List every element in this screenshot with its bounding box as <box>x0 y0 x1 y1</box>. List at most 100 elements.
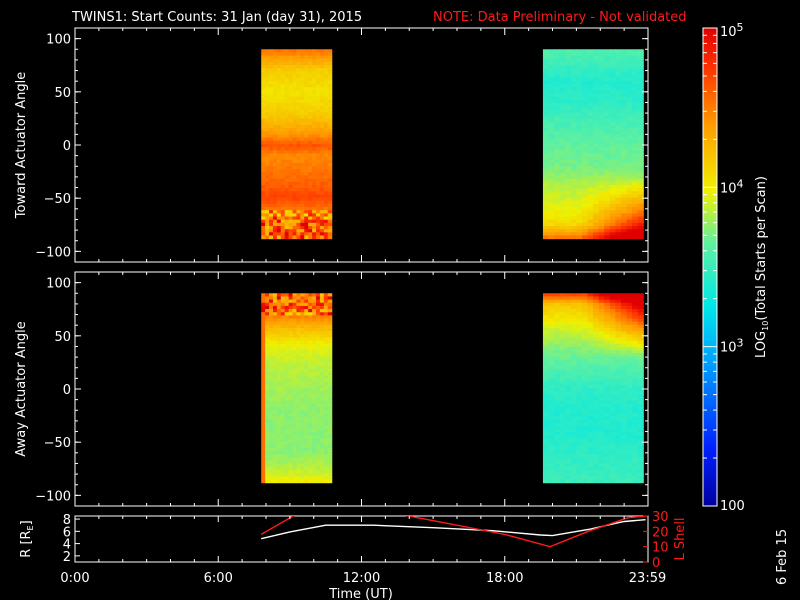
heatmap-cell <box>632 118 639 123</box>
heatmap-cell <box>559 106 566 110</box>
heatmap-cell <box>276 216 282 221</box>
heatmap-cell <box>276 359 282 364</box>
heatmap-cell <box>304 324 309 329</box>
heatmap-cell <box>280 52 286 57</box>
heatmap-cell <box>288 194 294 199</box>
heatmap-cell <box>276 99 282 104</box>
heatmap-cell <box>319 87 325 91</box>
heatmap-cell <box>576 315 583 320</box>
heatmap-cell <box>280 476 286 481</box>
heatmap-cell <box>620 232 628 237</box>
heatmap-cell <box>265 140 270 145</box>
heatmap-cell <box>548 391 555 395</box>
heatmap-cell <box>265 150 270 155</box>
heatmap-cell <box>587 312 594 316</box>
heatmap-cell <box>272 156 278 161</box>
heatmap-cell <box>542 169 550 173</box>
heatmap-cell <box>548 356 555 361</box>
heatmap-cell <box>587 362 594 367</box>
heatmap-cell <box>609 175 616 180</box>
heatmap-cell <box>276 121 282 126</box>
heatmap-cell <box>548 194 555 199</box>
heatmap-cell <box>288 428 294 433</box>
heatmap-cell <box>269 55 274 60</box>
heatmap-cell <box>609 219 616 224</box>
heatmap-cell <box>319 369 325 373</box>
heatmap-cell <box>570 457 577 462</box>
heatmap-cell <box>280 410 286 414</box>
heatmap-cell <box>604 309 611 313</box>
heatmap-cell <box>284 435 290 440</box>
heatmap-cell <box>598 106 605 110</box>
heatmap-cell <box>548 375 555 380</box>
heatmap-cell <box>576 435 583 440</box>
heatmap-cell <box>576 425 583 430</box>
heatmap-cell <box>554 143 561 148</box>
heatmap-cell <box>296 422 301 427</box>
heatmap-cell <box>327 65 333 69</box>
heatmap-cell <box>319 61 325 66</box>
heatmap-cell <box>319 315 325 320</box>
heatmap-cell <box>615 435 622 440</box>
heatmap-cell <box>559 200 566 205</box>
heatmap-cell <box>637 90 644 95</box>
heatmap-cell <box>626 115 633 120</box>
heatmap-cell <box>626 197 633 202</box>
heatmap-cell <box>570 74 577 79</box>
heatmap-cell <box>304 58 309 63</box>
heatmap-cell <box>587 381 594 386</box>
heatmap-cell <box>319 184 325 189</box>
heatmap-cell <box>542 372 550 376</box>
heatmap-cell <box>570 403 577 408</box>
heatmap-cell <box>300 403 305 408</box>
heatmap-cell <box>576 181 583 186</box>
heatmap-cell <box>576 118 583 123</box>
heatmap-cell <box>620 109 628 113</box>
heatmap-cell <box>620 222 628 227</box>
heatmap-cell <box>265 232 270 237</box>
heatmap-cell <box>300 473 305 477</box>
heatmap-cell <box>304 419 309 424</box>
heatmap-cell <box>570 188 577 192</box>
heatmap-cell <box>554 49 561 54</box>
heatmap-cell <box>269 375 274 380</box>
heatmap-cell <box>272 381 278 386</box>
heatmap-cell <box>632 312 639 316</box>
heatmap-cell <box>604 337 611 342</box>
heatmap-cell <box>292 58 298 63</box>
heatmap-cell <box>615 403 622 408</box>
heatmap-cell <box>280 460 286 465</box>
heatmap-cell <box>288 207 294 211</box>
away-block-0 <box>261 293 333 484</box>
heatmap-cell <box>265 327 270 332</box>
heatmap-cell <box>598 394 605 399</box>
heatmap-cell <box>261 343 266 348</box>
heatmap-cell <box>323 350 329 354</box>
heatmap-cell <box>261 106 266 110</box>
heatmap-cell <box>632 435 639 440</box>
heatmap-cell <box>615 225 622 230</box>
heatmap-cell <box>316 181 321 186</box>
heatmap-cell <box>554 331 561 335</box>
heatmap-cell <box>559 302 566 307</box>
heatmap-cell <box>280 419 286 424</box>
heatmap-cell <box>609 102 616 107</box>
heatmap-cell <box>276 321 282 326</box>
heatmap-cell <box>615 451 622 455</box>
heatmap-cell <box>559 68 566 72</box>
heatmap-cell <box>593 413 600 417</box>
heatmap-cell <box>312 353 317 357</box>
heatmap-cell <box>265 435 270 440</box>
heatmap-cell <box>598 156 605 161</box>
heatmap-cell <box>548 422 555 427</box>
heatmap-cell <box>576 172 583 177</box>
heatmap-cell <box>316 302 321 307</box>
heatmap-cell <box>292 197 298 202</box>
heatmap-cell <box>637 447 644 452</box>
heatmap-cell <box>637 106 644 110</box>
heatmap-cell <box>587 410 594 414</box>
heatmap-cell <box>300 441 305 446</box>
heatmap-cell <box>587 65 594 69</box>
heatmap-cell <box>620 432 628 436</box>
heatmap-cell <box>276 90 282 95</box>
